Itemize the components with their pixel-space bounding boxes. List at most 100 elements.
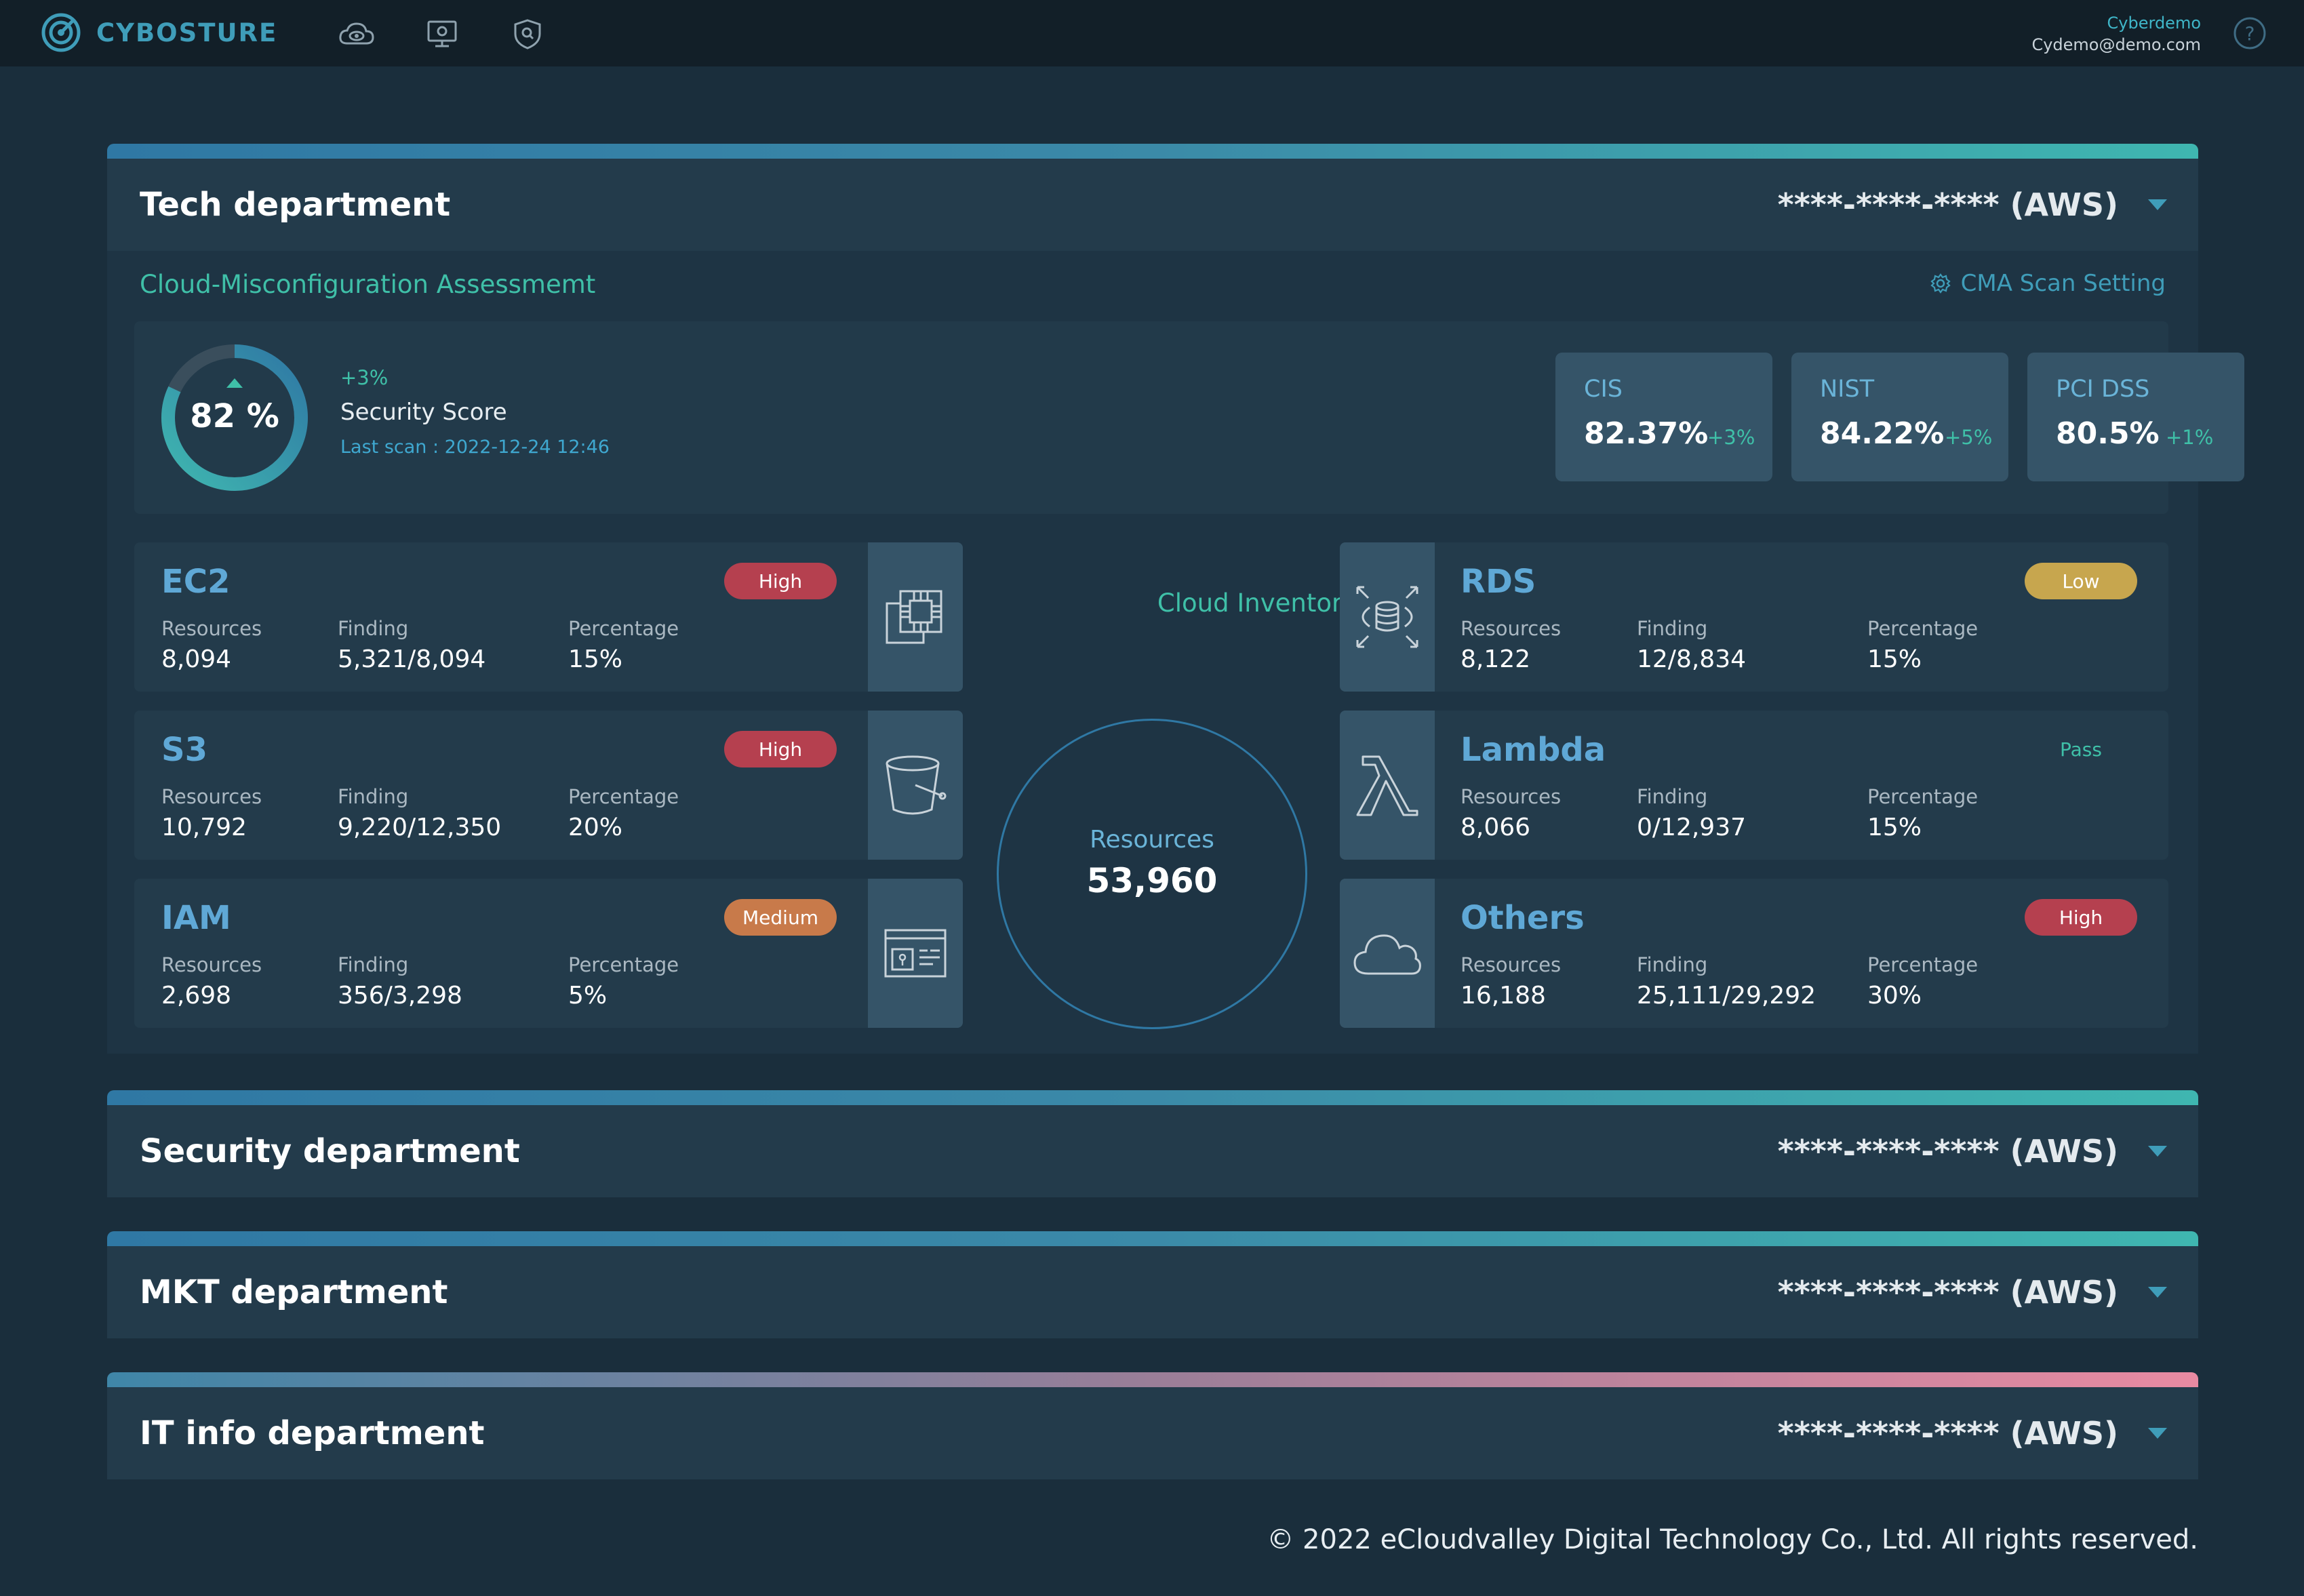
percentage-value: 5% xyxy=(568,982,608,1010)
service-icon-box xyxy=(868,711,963,860)
percentage-value: 20% xyxy=(568,814,623,841)
percentage-value: 30% xyxy=(1867,982,1922,1010)
severity-badge: High xyxy=(724,731,837,767)
cloud-inventory-circle[interactable] xyxy=(997,719,1307,1029)
account-selector[interactable]: ****-****-**** (AWS) xyxy=(1777,1133,2118,1170)
finding-label: Finding xyxy=(1637,953,1708,976)
department-title: Security department xyxy=(140,1132,520,1170)
resources-label: Resources xyxy=(161,617,262,640)
service-icon-box xyxy=(1340,879,1435,1028)
service-card-rds[interactable]: RDS Low Resources Finding Percentage 8,1… xyxy=(1340,542,2168,692)
severity-badge: High xyxy=(724,563,837,599)
service-card-others[interactable]: Others High Resources Finding Percentage… xyxy=(1340,879,2168,1028)
department-header[interactable]: IT info department ****-****-**** (AWS) xyxy=(107,1387,2198,1479)
compliance-delta: +5% xyxy=(1945,426,1993,449)
chevron-down-icon[interactable] xyxy=(2145,1284,2168,1300)
cloud-icon xyxy=(1353,934,1421,975)
finding-label: Finding xyxy=(338,785,409,808)
panel-stripe xyxy=(107,1372,2198,1387)
percentage-label: Percentage xyxy=(1867,617,1979,640)
percentage-value: 15% xyxy=(1867,814,1922,841)
cloud-inventory-value: 53,960 xyxy=(1086,861,1218,900)
severity-badge: Low xyxy=(2025,563,2137,599)
cma-scan-setting-button[interactable]: CMA Scan Setting xyxy=(1930,270,2166,297)
service-card-iam[interactable]: IAM Medium Resources Finding Percentage … xyxy=(134,879,963,1028)
percentage-label: Percentage xyxy=(1867,953,1979,976)
resources-value: 16,188 xyxy=(1461,982,1546,1010)
compliance-card-pci-dss[interactable]: PCI DSS 80.5% +1% xyxy=(2027,353,2244,481)
department-header[interactable]: MKT department ****-****-**** (AWS) xyxy=(107,1246,2198,1338)
user-name: Cyberdemo xyxy=(2107,14,2201,33)
nav-cloud-eye[interactable] xyxy=(338,16,376,52)
percentage-label: Percentage xyxy=(568,953,679,976)
finding-value: 0/12,937 xyxy=(1637,814,1746,841)
compliance-name: NIST xyxy=(1820,376,1875,403)
panel-stripe xyxy=(107,1231,2198,1246)
percentage-label: Percentage xyxy=(568,617,679,640)
resources-label: Resources xyxy=(1461,617,1562,640)
finding-label: Finding xyxy=(1637,617,1708,640)
resources-label: Resources xyxy=(1461,953,1562,976)
compliance-card-nist[interactable]: NIST 84.22% +5% xyxy=(1791,353,2008,481)
gear-icon xyxy=(1930,273,1951,294)
service-icon-box xyxy=(868,542,963,692)
department-panel-security: Security department ****-****-**** (AWS) xyxy=(107,1090,2198,1197)
percentage-value: 15% xyxy=(568,645,623,673)
account-selector[interactable]: ****-****-**** (AWS) xyxy=(1777,1415,2118,1452)
brand[interactable]: CYBOSTURE xyxy=(41,12,277,53)
chevron-down-icon[interactable] xyxy=(2145,1425,2168,1441)
chevron-down-icon[interactable] xyxy=(2145,197,2168,213)
service-icon-box xyxy=(1340,711,1435,860)
account-selector[interactable]: ****-****-**** (AWS) xyxy=(1777,186,2118,223)
security-score-value: 82 % xyxy=(190,397,279,435)
compliance-value: 84.22% xyxy=(1820,416,1945,451)
top-bar: CYBOSTURE Cyberdemo xyxy=(0,0,2304,66)
resources-value: 10,792 xyxy=(161,814,247,841)
nav-monitor[interactable] xyxy=(423,16,461,52)
department-panel-tech: Tech department ****-****-**** (AWS) Clo… xyxy=(107,144,2244,1054)
compliance-value: 80.5% xyxy=(2056,416,2160,451)
finding-value: 12/8,834 xyxy=(1637,645,1746,673)
department-header[interactable]: Security department ****-****-**** (AWS) xyxy=(107,1105,2198,1197)
resources-label: Resources xyxy=(1461,785,1562,808)
resources-value: 8,122 xyxy=(1461,645,1531,673)
chevron-down-icon[interactable] xyxy=(2145,1143,2168,1159)
department-title: MKT department xyxy=(140,1273,448,1311)
service-icon-box xyxy=(1340,542,1435,692)
compliance-name: CIS xyxy=(1584,376,1623,403)
resources-value: 8,066 xyxy=(1461,814,1531,841)
svg-text:?: ? xyxy=(2245,22,2255,45)
cloud-inventory-title: Cloud Inventory xyxy=(1157,588,1357,618)
database-icon xyxy=(1356,586,1418,648)
finding-label: Finding xyxy=(338,617,409,640)
service-name: S3 xyxy=(161,731,207,769)
last-scan-time: Last scan : 2022-12-24 12:46 xyxy=(340,437,610,458)
percentage-label: Percentage xyxy=(1867,785,1979,808)
service-card-lambda[interactable]: Lambda Pass Resources Finding Percentage… xyxy=(1340,711,2168,860)
percentage-label: Percentage xyxy=(568,785,679,808)
security-score-delta: +3% xyxy=(340,366,389,389)
shield-icon xyxy=(514,19,541,49)
user-email: Cydemo@demo.com xyxy=(2031,35,2201,54)
up-arrow-icon xyxy=(226,378,243,388)
help-icon[interactable]: ? xyxy=(2232,16,2267,51)
severity-badge: High xyxy=(2025,899,2137,936)
nav-shield[interactable] xyxy=(509,16,547,52)
service-name: RDS xyxy=(1461,563,1536,601)
cloud-eye-icon xyxy=(339,22,374,45)
finding-value: 25,111/29,292 xyxy=(1637,982,1816,1010)
compliance-card-cis[interactable]: CIS 82.37% +3% xyxy=(1555,353,1772,481)
service-name: Lambda xyxy=(1461,731,1606,769)
service-card-ec2[interactable]: EC2 High Resources Finding Percentage 8,… xyxy=(134,542,963,692)
user-info[interactable]: Cyberdemo Cydemo@demo.com xyxy=(2031,12,2201,56)
account-selector[interactable]: ****-****-**** (AWS) xyxy=(1777,1274,2118,1311)
bucket-icon xyxy=(886,755,947,815)
resources-value: 8,094 xyxy=(161,645,232,673)
top-nav xyxy=(338,16,547,52)
cma-setting-label: CMA Scan Setting xyxy=(1960,270,2166,297)
panel-stripe xyxy=(107,1090,2198,1105)
department-body: Cloud-Misconfiguration Assessmemt CMA Sc… xyxy=(107,251,2244,1054)
monitor-icon xyxy=(427,20,457,47)
department-header[interactable]: Tech department ****-****-**** (AWS) xyxy=(107,159,2198,251)
service-card-s3[interactable]: S3 High Resources Finding Percentage 10,… xyxy=(134,711,963,860)
